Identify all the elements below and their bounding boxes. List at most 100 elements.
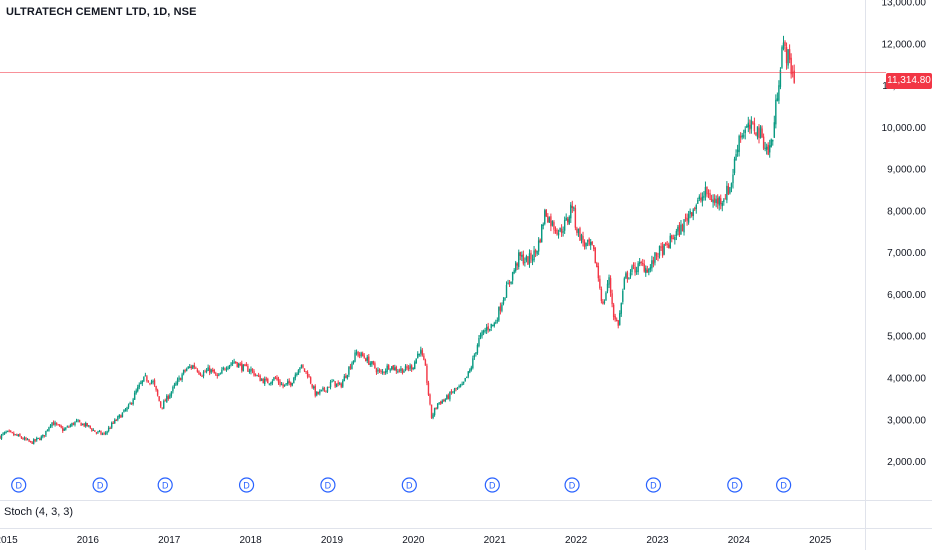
candle-body <box>534 249 537 253</box>
candle-body <box>192 365 194 369</box>
candle-body <box>178 377 180 380</box>
candle-body <box>484 330 486 332</box>
candle-body <box>16 434 18 436</box>
candle-body <box>625 273 627 278</box>
candle-body <box>709 193 711 200</box>
candle-body <box>427 382 430 395</box>
candle-body <box>72 422 75 425</box>
candle-body <box>664 242 667 245</box>
candle-body <box>169 395 171 399</box>
candle-body <box>519 252 521 256</box>
candle-body <box>557 232 560 236</box>
candle-body <box>784 41 786 47</box>
candle-body <box>296 373 298 375</box>
candle-body <box>349 366 352 369</box>
candle-body <box>190 366 192 369</box>
candle-body <box>436 403 439 409</box>
candle-body <box>781 47 783 68</box>
candle-body <box>11 432 13 434</box>
candle-body <box>675 231 678 237</box>
chart-title: ULTRATECH CEMENT LTD, 1D, NSE <box>6 6 197 18</box>
candle-body <box>729 187 731 194</box>
candle-body <box>40 436 43 441</box>
candle-body <box>490 323 492 329</box>
candle-body <box>668 244 670 248</box>
candle-body <box>712 199 714 203</box>
x-tick-label: 2016 <box>77 535 100 546</box>
candle-body <box>133 392 136 400</box>
candle-body <box>433 408 436 416</box>
candle-body <box>283 384 286 387</box>
candle-body <box>658 245 661 256</box>
candle-body <box>430 404 433 418</box>
candle-body <box>372 361 375 364</box>
candle-body <box>74 421 76 425</box>
candle-body <box>485 327 488 331</box>
candle-body <box>210 369 212 373</box>
candle-body <box>628 277 630 279</box>
candle-body <box>66 426 69 428</box>
candle-body <box>467 371 469 377</box>
candle-body <box>597 266 600 279</box>
candle-body <box>453 388 456 392</box>
candle-body <box>700 197 702 201</box>
y-tick-label: 7,000.00 <box>887 248 926 259</box>
candle-body <box>260 379 263 381</box>
candle-body <box>55 422 58 425</box>
candle-body <box>505 284 508 298</box>
last-price-label: 11,314.80 <box>886 73 932 89</box>
candle-body <box>78 419 81 423</box>
stochastic-indicator-label[interactable]: Stoch (4, 3, 3) <box>4 506 74 518</box>
candle-body <box>256 375 258 377</box>
candle-body <box>230 363 232 365</box>
candle-body <box>65 427 67 430</box>
candle-body <box>49 425 52 427</box>
candle-body <box>440 401 442 404</box>
candle-body <box>213 369 215 374</box>
candle-body <box>198 371 200 374</box>
candle-body <box>34 439 36 441</box>
candle-body <box>458 386 460 388</box>
candle-body <box>401 368 404 374</box>
candle-body <box>305 371 307 373</box>
candle-body <box>104 432 107 434</box>
candle-body <box>280 384 283 386</box>
candle-body <box>337 382 339 385</box>
candle-body <box>276 377 278 380</box>
candle-body <box>510 281 512 284</box>
candle-body <box>765 146 768 150</box>
candle-body <box>720 198 722 205</box>
candle-body <box>398 370 401 372</box>
candle-body <box>626 272 629 280</box>
candle-body <box>464 377 466 382</box>
candle-body <box>470 367 473 371</box>
candle-body <box>606 283 609 292</box>
candle-body <box>273 377 275 381</box>
candle-body <box>677 226 679 232</box>
candle-body <box>567 218 569 223</box>
candle-body <box>19 434 21 437</box>
candle-body <box>514 262 517 271</box>
candle-body <box>761 128 763 137</box>
candle-body <box>58 424 61 426</box>
candle-body <box>752 122 754 124</box>
candle-body <box>6 430 9 432</box>
candle-body <box>277 378 280 383</box>
candle-body <box>39 438 41 441</box>
candle-body <box>3 432 6 434</box>
candle-body <box>60 426 62 428</box>
candle-body <box>726 185 728 201</box>
candle-body <box>735 154 737 161</box>
candle-body <box>51 422 53 427</box>
candle-body <box>412 368 414 370</box>
candle-body <box>788 49 791 60</box>
candle-body <box>501 304 503 311</box>
candle-body <box>195 367 197 369</box>
candle-body <box>697 200 699 204</box>
candle-body <box>176 379 179 384</box>
candle-body <box>346 374 349 379</box>
candle-body <box>681 225 684 232</box>
candle-body <box>563 220 566 231</box>
candle-body <box>588 238 590 245</box>
candle-body <box>508 282 511 284</box>
